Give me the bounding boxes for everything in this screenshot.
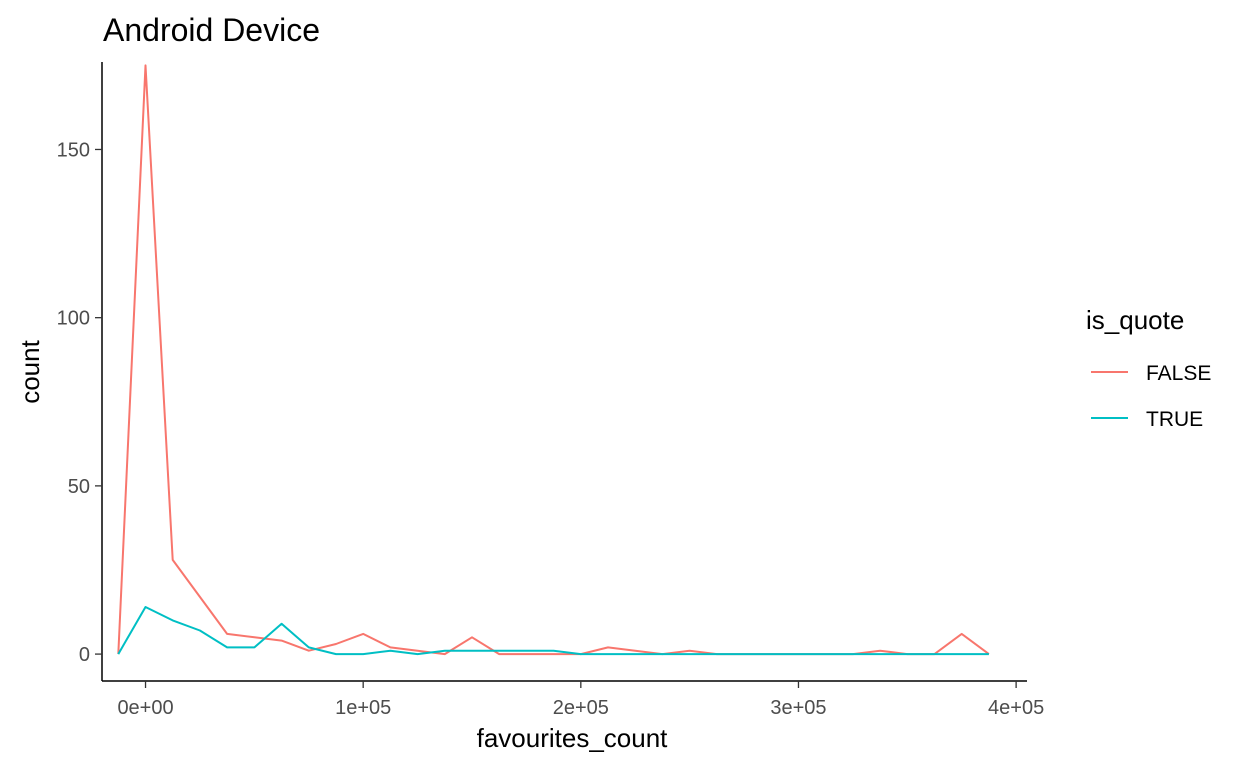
series-line-true [117,606,989,656]
y-tick-label: 0 [79,644,90,666]
chart-title: Android Device [103,12,320,48]
x-tick-label: 3e+05 [770,697,826,719]
legend-title: is_quote [1086,305,1184,335]
axes: 0 50 100 150 0e+00 1e+05 2e+05 3e+05 4e+05 [57,62,1044,719]
legend-label-true: TRUE [1146,408,1203,431]
x-tick-label: 0e+00 [117,697,173,719]
x-tick-label: 2e+05 [553,697,609,719]
y-tick-label: 50 [68,476,90,498]
y-axis-title: count [15,339,45,403]
legend-items: FALSE TRUE [1091,362,1211,431]
y-tick-label: 100 [57,308,90,330]
legend: is_quote FALSE TRUE [1086,305,1211,431]
x-tick-label: 1e+05 [335,697,391,719]
y-tick-label: 150 [57,139,90,161]
legend-label-false: FALSE [1146,362,1211,385]
series-line-false [117,64,990,656]
x-tick-label: 4e+05 [988,697,1044,719]
plot-area [117,64,990,656]
x-axis-title: favourites_count [477,723,669,753]
